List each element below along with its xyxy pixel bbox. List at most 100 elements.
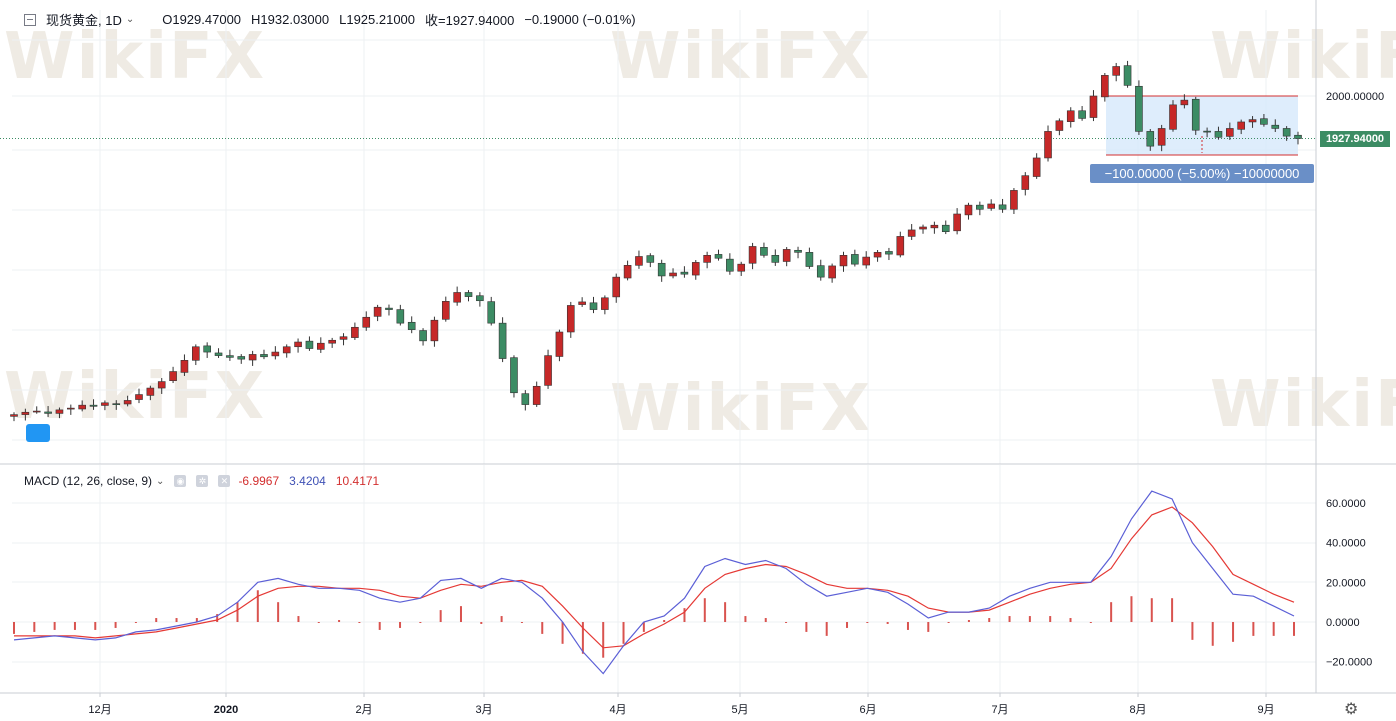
- macd-title[interactable]: MACD (12, 26, close, 9): [24, 474, 153, 488]
- candle: [21, 408, 30, 421]
- macd-histogram-bar: [1171, 598, 1174, 622]
- macd-histogram-bar: [683, 608, 686, 622]
- candle: [157, 378, 166, 394]
- macd-histogram-bar: [480, 622, 483, 624]
- macd-legend: MACD (12, 26, close, 9) ⌄ ◉ ✲ ✕ -6.9967 …: [24, 474, 389, 488]
- candle: [612, 273, 621, 303]
- chevron-down-icon[interactable]: ⌄: [156, 475, 165, 487]
- macd-histogram-bar: [399, 622, 402, 628]
- price-range-measure[interactable]: [1106, 96, 1298, 155]
- candle: [885, 247, 893, 261]
- macd-histogram-bar: [663, 620, 666, 622]
- candle: [135, 388, 143, 404]
- candle: [896, 231, 905, 258]
- candle: [805, 247, 814, 269]
- candle: [10, 412, 18, 422]
- macd-histogram-bar: [378, 622, 381, 630]
- macd-histogram-bar: [297, 616, 300, 622]
- macd-histogram-bar: [73, 622, 76, 630]
- close-icon[interactable]: ✕: [218, 475, 231, 487]
- candle: [1146, 129, 1155, 151]
- grid: [12, 10, 1316, 693]
- candle: [1214, 126, 1223, 140]
- candle: [316, 337, 325, 353]
- candle: [1157, 124, 1166, 152]
- time-tick-label: 12月: [88, 704, 111, 716]
- candle: [1169, 100, 1177, 132]
- macd-histogram-bar: [419, 622, 422, 623]
- macd-histogram-bar: [1008, 616, 1011, 622]
- candle: [453, 286, 461, 306]
- candle: [430, 316, 439, 347]
- candle: [589, 296, 598, 314]
- candle: [907, 224, 916, 240]
- candle: [782, 247, 791, 267]
- eye-icon[interactable]: ◉: [174, 475, 187, 487]
- candle: [89, 399, 98, 410]
- macd-histogram-bar: [561, 622, 564, 644]
- candle: [1032, 153, 1041, 179]
- current-price-tag: 1927.94000: [1320, 131, 1390, 147]
- macd-histogram-bar: [927, 622, 930, 632]
- macd-histogram-bar: [1069, 618, 1072, 622]
- settings-icon[interactable]: ✲: [196, 475, 209, 487]
- candle: [385, 304, 393, 316]
- candle: [510, 355, 518, 398]
- macd-histogram-bar: [764, 618, 767, 622]
- macd-histogram-bar: [459, 606, 462, 622]
- candle: [271, 346, 280, 360]
- candle: [714, 249, 723, 261]
- macd-histogram-bar: [1191, 622, 1194, 640]
- macd-histogram-bar: [13, 622, 15, 634]
- candle: [623, 260, 632, 281]
- candle: [544, 349, 552, 389]
- candle: [726, 253, 734, 275]
- chevron-down-icon[interactable]: ⌄: [125, 14, 135, 25]
- candle: [362, 311, 371, 331]
- candle: [828, 263, 836, 283]
- candle: [464, 290, 473, 302]
- macd-histogram-bar: [94, 622, 97, 630]
- candle: [351, 322, 359, 340]
- candle: [419, 328, 427, 346]
- macd-histogram-bar: [1293, 622, 1295, 636]
- symbol-title[interactable]: 现货黄金, 1D: [46, 13, 122, 28]
- candle: [873, 249, 882, 262]
- candle: [123, 395, 132, 407]
- macd-histogram-bar: [1049, 616, 1052, 622]
- candle: [1248, 116, 1257, 128]
- macd-histogram-bar: [1110, 602, 1113, 622]
- candle: [328, 337, 336, 348]
- candle: [498, 317, 507, 363]
- candle: [964, 202, 973, 220]
- candle: [1191, 96, 1200, 135]
- macd-histogram-bar: [541, 622, 544, 634]
- candle: [44, 406, 52, 417]
- gear-icon[interactable]: ⚙: [1344, 701, 1359, 718]
- measure-label: −100.00000 (−5.00%) −10000000: [1090, 164, 1314, 183]
- time-tick-label: 4月: [609, 704, 626, 716]
- macd-histogram-bar: [988, 618, 991, 622]
- candle: [737, 261, 746, 276]
- time-tick-label: 5月: [731, 704, 748, 716]
- macd-histogram-bar: [1232, 622, 1235, 642]
- main-legend: 现货黄金, 1D ⌄ O1929.47000 H1932.03000 L1925…: [24, 10, 646, 29]
- macd-histogram-bar: [581, 622, 584, 654]
- tradingview-logo-icon[interactable]: [26, 424, 50, 442]
- candle: [919, 224, 927, 234]
- candle: [1237, 119, 1245, 135]
- candle: [339, 333, 348, 346]
- macd-histogram-bar: [805, 622, 808, 632]
- candle: [476, 292, 484, 307]
- collapse-icon[interactable]: [24, 13, 36, 26]
- candlestick-series: [10, 60, 1302, 422]
- macd-hist-value: -6.9967: [238, 474, 280, 488]
- time-tick-label: 3月: [475, 704, 492, 716]
- watermark: WikiFX: [1210, 368, 1396, 442]
- candle: [146, 385, 155, 401]
- candle: [487, 296, 496, 326]
- candle: [953, 208, 961, 235]
- macd-histogram-bar: [33, 622, 36, 632]
